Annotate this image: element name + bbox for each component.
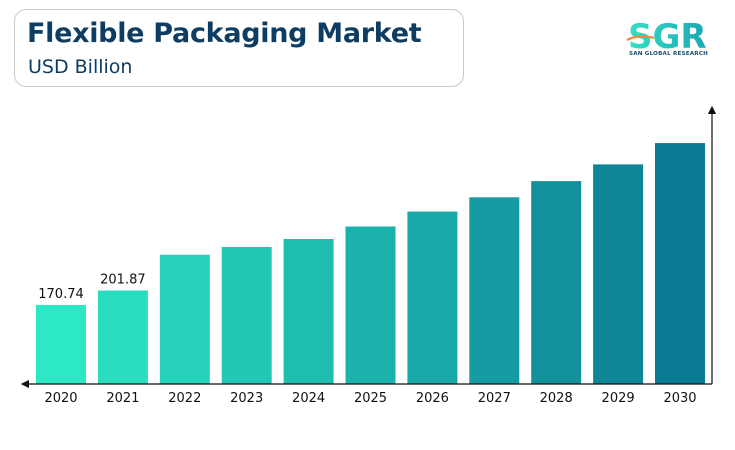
- x-tick-label: 2024: [292, 391, 325, 406]
- x-tick-label: 2029: [602, 391, 635, 406]
- chart-subtitle: USD Billion: [28, 56, 133, 78]
- x-tick-label: 2020: [44, 391, 77, 406]
- data-labels-group: 170.74 201.87: [38, 273, 145, 302]
- bar-2027: [469, 197, 520, 384]
- data-label: 170.74: [38, 287, 84, 302]
- bar-2030: [655, 143, 705, 384]
- bar-2029: [593, 164, 644, 384]
- sgr-logo: SGR: [626, 17, 707, 57]
- bar-2022: [159, 254, 210, 384]
- title-box: Flexible Packaging Market USD Billion: [14, 9, 464, 87]
- bar-2021: [97, 290, 148, 384]
- bar-2025: [345, 226, 396, 384]
- bar-2024: [283, 239, 334, 384]
- bar-2028: [531, 181, 582, 384]
- data-label: 201.87: [100, 273, 146, 288]
- logo-swoosh-icon: [626, 35, 655, 41]
- x-tick-labels-group: 2020 2021 2022 2023 2024 2025 2026 2027 2028 2029…: [44, 391, 696, 406]
- x-tick-label: 2027: [478, 391, 511, 406]
- bar-2023: [221, 246, 272, 384]
- x-tick-label: 2025: [354, 391, 387, 406]
- x-tick-label: 2023: [230, 391, 263, 406]
- logo-tagline: SAN GLOBAL RESEARCH: [629, 51, 709, 57]
- x-tick-label: 2030: [663, 391, 696, 406]
- bar-2020: [36, 304, 86, 384]
- x-tick-label: 2026: [416, 391, 449, 406]
- bar-2026: [407, 211, 458, 384]
- chart-title: Flexible Packaging Market: [27, 18, 422, 49]
- x-tick-label: 2022: [168, 391, 201, 406]
- x-tick-label: 2028: [540, 391, 573, 406]
- bars-group: [36, 143, 705, 384]
- x-tick-label: 2021: [106, 391, 139, 406]
